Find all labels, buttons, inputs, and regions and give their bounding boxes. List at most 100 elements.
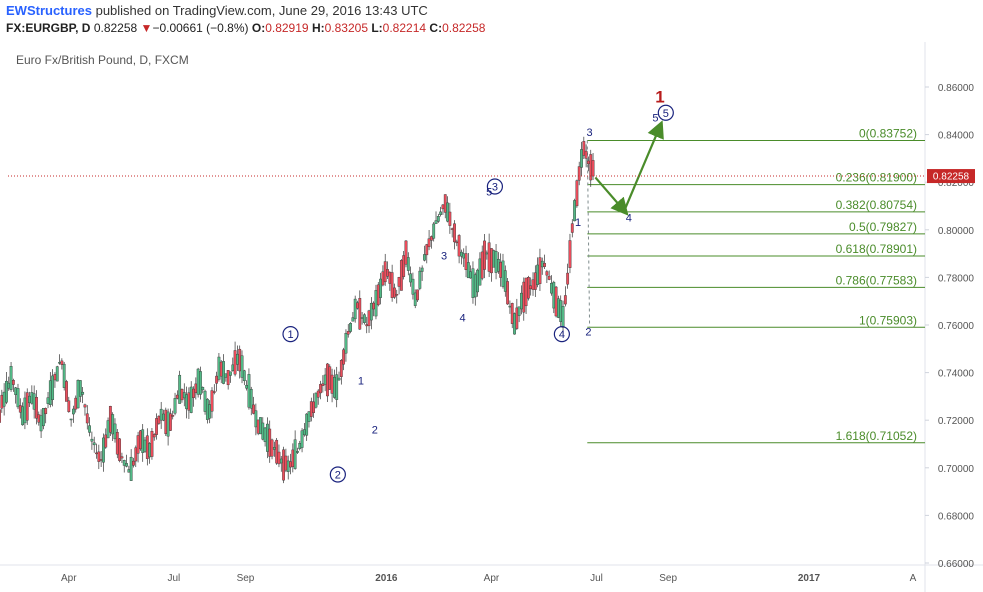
- candle-body: [339, 360, 343, 377]
- fib-trend-line: [586, 140, 591, 328]
- candle-body: [439, 211, 443, 215]
- wave-circle: [329, 466, 346, 483]
- candle-body: [312, 401, 316, 413]
- candle-body: [469, 271, 473, 279]
- candle-body: [587, 160, 590, 165]
- low-label: L:: [371, 21, 383, 35]
- candle-body: [187, 392, 191, 411]
- candle-body: [231, 364, 235, 372]
- candle-body: [136, 435, 140, 454]
- candle-body: [314, 392, 318, 408]
- candle-body: [0, 409, 1, 423]
- candle-body: [254, 410, 258, 428]
- candle-body: [134, 447, 138, 462]
- quote-line: FX:EURGBP, D 0.82258 ▼−0.00661 (−0.8%) O…: [6, 21, 485, 35]
- candle-body: [563, 295, 567, 305]
- candle-body: [268, 428, 272, 457]
- candle-body: [282, 449, 285, 481]
- candle-body: [222, 361, 225, 384]
- time-tick-label: 2016: [375, 573, 398, 584]
- candle-body: [462, 253, 466, 259]
- candle-body: [453, 223, 456, 243]
- candle-body: [118, 438, 122, 461]
- candle-body: [212, 391, 216, 393]
- projection-arrow: [623, 120, 664, 212]
- time-tick-label: Jul: [590, 573, 603, 584]
- candle-body: [16, 388, 20, 408]
- price-axis[interactable]: 0.86000 0.84000 0.82000 0.80000 0.78000 0.760…: [925, 83, 974, 570]
- candle-body: [478, 258, 482, 286]
- wave-label: 3: [492, 182, 498, 194]
- candle-body: [443, 194, 447, 213]
- author-link[interactable]: EWStructures: [6, 3, 92, 18]
- candle-body: [5, 380, 8, 403]
- candle-body: [32, 393, 36, 410]
- candle-body: [18, 405, 22, 413]
- candle-body: [547, 275, 551, 280]
- candle-body: [9, 366, 13, 390]
- candle-body: [11, 380, 15, 385]
- candle-body: [157, 415, 161, 424]
- candle-body: [245, 385, 249, 389]
- candle-body: [178, 374, 182, 404]
- time-tick-label: A: [910, 573, 917, 584]
- candle-body: [460, 251, 463, 257]
- candle-body: [566, 272, 570, 285]
- candle-body: [182, 392, 186, 399]
- candle-body: [88, 425, 91, 433]
- candle-body: [185, 394, 188, 410]
- candle-body: [72, 408, 75, 415]
- plot-area[interactable]: [0, 42, 925, 565]
- projection-arrow: [594, 176, 629, 216]
- fib-level-label: 0.5(0.79827): [849, 220, 917, 234]
- wave-circle: [486, 178, 504, 195]
- candle-body: [7, 382, 11, 389]
- wave-label: 3: [587, 127, 593, 139]
- candle-body: [529, 285, 533, 289]
- candle-body: [259, 417, 262, 435]
- candle-body: [376, 284, 380, 306]
- candle-body: [328, 366, 332, 390]
- candle-body: [386, 269, 389, 277]
- candle-body: [346, 331, 350, 335]
- candle-body: [143, 439, 147, 452]
- candle-body: [169, 413, 172, 431]
- published-text: published on TradingView.com, June 29, 2…: [95, 3, 428, 18]
- candle-body: [83, 404, 87, 408]
- candle-body: [247, 374, 251, 408]
- candle-body: [115, 432, 119, 455]
- candle-body: [305, 413, 309, 436]
- candle-body: [194, 383, 198, 393]
- candle-body: [74, 397, 78, 410]
- candle-body: [14, 387, 18, 395]
- candle-body: [113, 423, 117, 440]
- candle-body: [180, 389, 184, 401]
- price-tick-label: 0.70000: [938, 464, 975, 475]
- candle-body: [62, 363, 66, 388]
- candle-body: [499, 261, 503, 278]
- candle-body: [515, 307, 519, 329]
- price-chart[interactable]: Euro Fx/British Pound, D, FXCM 0.860000.…: [0, 42, 983, 592]
- candle-body: [219, 361, 223, 377]
- candle-body: [404, 240, 408, 265]
- candle-body: [148, 443, 152, 458]
- candle-body: [483, 240, 486, 270]
- candle-body: [120, 456, 124, 459]
- candle-body: [37, 414, 41, 423]
- chart-title: Euro Fx/British Pound, D, FXCM: [16, 53, 189, 67]
- price-tick-label: 0.66000: [938, 559, 975, 570]
- candle-body: [122, 460, 126, 466]
- close-label: C:: [429, 21, 443, 35]
- fib-level-label: 0.786(0.77583): [836, 273, 917, 287]
- candle-body: [296, 451, 299, 453]
- candle-body: [577, 166, 581, 181]
- candle-body: [510, 303, 514, 324]
- price-tick-label: 0.78000: [938, 273, 975, 284]
- candle-body: [434, 220, 438, 224]
- candle-body: [436, 216, 440, 222]
- high-label: H:: [311, 21, 325, 35]
- time-axis[interactable]: Apr Jul Sep 2016 Apr Jul Sep 2017 A: [61, 573, 917, 584]
- fib-level-label: 1(0.75903): [859, 313, 917, 327]
- candle-body: [399, 260, 403, 291]
